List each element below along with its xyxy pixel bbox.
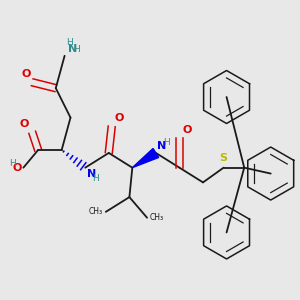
Text: H: H	[9, 159, 16, 168]
Text: CH₃: CH₃	[150, 213, 164, 222]
Text: O: O	[182, 125, 192, 135]
Text: O: O	[115, 113, 124, 124]
Text: N: N	[87, 169, 96, 179]
Text: H: H	[73, 45, 80, 54]
Text: CH₃: CH₃	[89, 207, 103, 216]
Text: H: H	[66, 38, 73, 47]
Text: O: O	[20, 119, 29, 129]
Polygon shape	[132, 148, 159, 168]
Text: O: O	[13, 163, 22, 173]
Text: H: H	[93, 174, 99, 183]
Text: H: H	[163, 138, 170, 147]
Text: S: S	[220, 153, 228, 163]
Text: N: N	[68, 44, 77, 54]
Text: N: N	[158, 142, 166, 152]
Text: O: O	[21, 69, 31, 79]
